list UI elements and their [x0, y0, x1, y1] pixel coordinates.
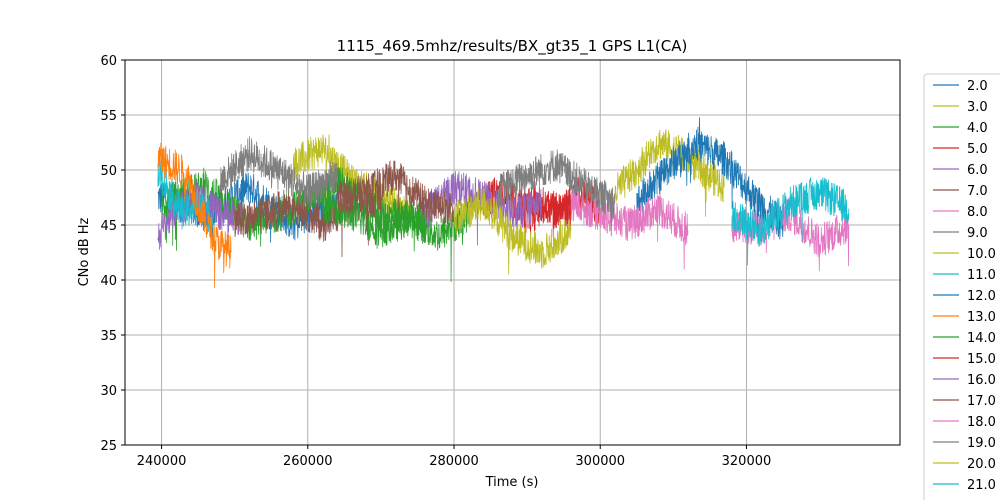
- legend-label: 20.0: [967, 457, 996, 472]
- legend-label: 18.0: [967, 415, 996, 430]
- x-axis: 240000 260000 280000 300000 320000: [137, 445, 772, 469]
- y-tick-label: 30: [100, 384, 117, 399]
- y-tick-label: 25: [100, 439, 117, 454]
- legend-label: 9.0: [967, 226, 988, 241]
- y-axis: 25 30 35 40 45 50 55 60: [100, 54, 125, 454]
- chart-title: 1115_469.5mhz/results/BX_gt35_1 GPS L1(C…: [337, 37, 688, 56]
- y-tick-label: 40: [100, 274, 117, 289]
- legend-label: 6.0: [967, 163, 988, 178]
- y-tick-label: 55: [100, 109, 117, 124]
- legend-label: 21.0: [967, 478, 996, 493]
- series-line: [219, 136, 338, 208]
- series-line: [453, 188, 572, 275]
- x-tick-label: 280000: [429, 454, 479, 469]
- y-tick-label: 50: [100, 164, 117, 179]
- legend-label: 15.0: [967, 352, 996, 367]
- series-line: [482, 171, 572, 242]
- y-tick-label: 45: [100, 219, 117, 234]
- y-axis-label: CNo dB Hz: [77, 217, 92, 286]
- y-tick-label: 35: [100, 329, 117, 344]
- plot-background: [125, 60, 900, 445]
- legend: 2.0 3.0 4.0 5.0 6.0 7.0 8.0 9.0 10.0 11.0 12.0 13.0…: [923, 73, 1000, 504]
- legend-label: 4.0: [967, 121, 988, 136]
- x-tick-label: 320000: [722, 454, 772, 469]
- x-tick-label: 300000: [575, 454, 625, 469]
- legend-label: 10.0: [967, 247, 996, 262]
- series-line: [157, 142, 232, 289]
- series-layer: [157, 117, 850, 289]
- series-line: [731, 176, 850, 266]
- x-tick-label: 260000: [283, 454, 333, 469]
- x-tick-label: 240000: [137, 454, 187, 469]
- y-tick-label: 60: [100, 54, 117, 69]
- series-line: [570, 186, 689, 270]
- x-axis-label: Time (s): [485, 475, 539, 490]
- series-line: [731, 197, 850, 272]
- legend-label: 17.0: [967, 394, 996, 409]
- legend-label: 3.0: [967, 100, 988, 115]
- legend-label: 12.0: [967, 289, 996, 304]
- legend-label: 5.0: [967, 142, 988, 157]
- legend-label: 11.0: [967, 268, 996, 283]
- series-line: [157, 155, 214, 236]
- legend-label: 19.0: [967, 436, 996, 451]
- legend-label: 13.0: [967, 310, 996, 325]
- series-line: [497, 149, 616, 237]
- plot-frame: [124, 59, 901, 446]
- series-line: [292, 134, 411, 228]
- legend-label: 8.0: [967, 205, 988, 220]
- legend-label: 2.0: [967, 79, 988, 94]
- series-line: [614, 129, 725, 217]
- legend-label: 16.0: [967, 373, 996, 388]
- series-line: [636, 117, 784, 240]
- legend-box: [923, 73, 1000, 504]
- legend-label: 14.0: [967, 331, 996, 346]
- legend-label: 7.0: [967, 184, 988, 199]
- series-line: [336, 160, 455, 236]
- series-line: [424, 171, 543, 246]
